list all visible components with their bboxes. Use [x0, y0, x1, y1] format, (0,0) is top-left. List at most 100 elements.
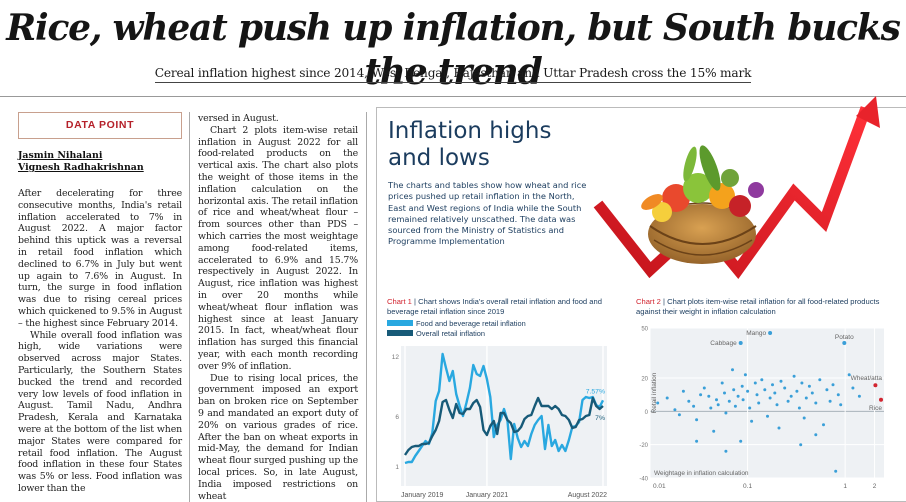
- chart-1-y-tick: 1: [395, 464, 399, 471]
- chart-2-point: [746, 389, 750, 393]
- chart-2-point: [707, 394, 711, 398]
- chart-2-point: [779, 379, 783, 383]
- chart-2-point: [732, 388, 736, 392]
- chart-2-point: [677, 413, 681, 417]
- paragraph: Due to rising local prices, the governme…: [198, 372, 358, 502]
- chart-2-point: [771, 383, 774, 387]
- chart-2-point: [724, 411, 728, 415]
- chart-2-point: [834, 469, 838, 473]
- chart-2-point: [804, 396, 808, 400]
- chart-2-point: [720, 381, 724, 385]
- chart-2-point: [716, 403, 720, 407]
- chart-2-caption-text: Chart plots item-wise retail inflation f…: [636, 297, 880, 316]
- chart-2-point: [731, 368, 734, 372]
- chart-2-labeled-point: [879, 397, 883, 402]
- paragraph: While overall food inflation was high, w…: [18, 329, 182, 494]
- article-body-col2: versed in August. Chart 2 plots item-wis…: [198, 113, 358, 502]
- legend-swatch-food: [387, 320, 413, 327]
- chart-2-point: [814, 401, 818, 405]
- chart-1-panel: Chart 1 | Chart shows India's overall re…: [387, 297, 615, 338]
- chart-2-point: [818, 378, 822, 382]
- chart-2-point: [665, 396, 669, 400]
- legend-label-overall: Overall retail inflation: [416, 328, 486, 338]
- chart-2-point: [847, 373, 851, 377]
- chart-2-point: [755, 393, 759, 397]
- chart-2-point: [783, 386, 787, 390]
- chart-2-point: [807, 384, 811, 388]
- chart-2-point: [740, 384, 744, 388]
- chart-1-x-tick: January 2021: [466, 492, 509, 499]
- chart-2-point: [757, 401, 761, 405]
- column-divider: [366, 112, 367, 502]
- chart-1-plot-area: [401, 346, 607, 486]
- chart-2-point: [724, 449, 728, 453]
- chart-2-point: [733, 404, 737, 408]
- chart-2-point: [748, 406, 752, 410]
- author-2[interactable]: Vignesh Radhakrishnan: [18, 162, 144, 173]
- chart-2-point: [753, 381, 757, 385]
- chart-2-point: [851, 386, 855, 390]
- chart-1-caption: Chart 1 | Chart shows India's overall re…: [387, 297, 602, 316]
- chart-1-line-chart: January 2019 January 2021 August 2022 1 6 12 7…: [392, 346, 607, 499]
- headline: Rice, wheat push up inflation, but South…: [6, 7, 901, 93]
- legend-swatch-overall: [387, 330, 413, 337]
- chart-2-point-label: Wheat/atta: [851, 375, 883, 382]
- chart-2-point: [775, 403, 779, 407]
- chart-2-point: [831, 383, 835, 387]
- subhead: Cereal inflation highest since 2014, Wes…: [0, 66, 906, 83]
- chart-2-ylabel: Retail inflation: [651, 372, 658, 413]
- chart-2-scatter-chart: 50 20 0 -20 -40 0.01 0.1 1 2 Retail inflation Weig…: [639, 327, 884, 490]
- article-column-2: versed in August. Chart 2 plots item-wis…: [198, 113, 358, 502]
- chart-2-point: [709, 406, 713, 410]
- chart-2-point: [702, 386, 706, 390]
- paragraph: After decelerating for three consecutive…: [18, 188, 182, 329]
- chart-1-y-tick: 6: [395, 414, 399, 421]
- arrow-head-icon: [856, 96, 880, 128]
- chart-2-y-tick: 50: [641, 327, 648, 333]
- chart-2-y-tick: 20: [641, 377, 648, 383]
- chart-2-point: [786, 399, 790, 403]
- chart-2-point: [673, 408, 677, 412]
- chart-1-series-overall-line: [404, 396, 604, 456]
- chart-2-plot-area: [650, 328, 884, 478]
- chart-2-point: [797, 406, 801, 410]
- chart-2-point: [727, 399, 731, 403]
- chart-2-label: Chart 2: [636, 297, 661, 306]
- chart-2-point: [750, 419, 754, 423]
- chart-2-xlabel: Weightage in inflation calculation: [654, 470, 749, 477]
- chart-2-point-label: Cabbage: [710, 340, 737, 347]
- chart-2-labeled-point: [768, 331, 773, 335]
- chart-2-point-label: Potato: [835, 334, 854, 341]
- chart-2-point: [799, 443, 803, 447]
- chart-2-point: [699, 393, 703, 397]
- produce-basket-arrow-illustration: [593, 96, 880, 280]
- chart-2-point: [712, 429, 716, 433]
- article-body-col1: After decelerating for three consecutive…: [18, 188, 182, 495]
- chart-1-label: Chart 1: [387, 297, 412, 306]
- chart-2-point: [822, 423, 825, 427]
- chart-2-x-tick: 0.01: [653, 483, 666, 490]
- chart-2-labeled-point: [738, 341, 743, 345]
- paragraph: versed in August.: [198, 113, 279, 124]
- chart-2-x-tick: 1: [843, 483, 847, 490]
- chart-2-point: [836, 393, 840, 397]
- author-1[interactable]: Jasmin Nihalani: [18, 150, 103, 161]
- chart-2-labeled-point: [873, 383, 878, 388]
- chart-2-point: [814, 433, 818, 437]
- chart-2-point: [773, 391, 777, 395]
- legend-label-food: Food and beverage retail inflation: [416, 318, 526, 328]
- chart-2-point: [763, 388, 767, 392]
- chart-2-point: [656, 401, 660, 405]
- chart-2-point: [825, 388, 829, 392]
- subhead-text: Cereal inflation highest since 2014, Wes…: [154, 66, 751, 83]
- legend-item: Overall retail inflation: [387, 328, 615, 338]
- infographic-title-line2: and lows: [388, 145, 490, 171]
- chart-1-x-tick: January 2019: [401, 492, 444, 499]
- chart-2-point: [795, 389, 799, 393]
- chart-2-y-tick: -20: [639, 443, 648, 449]
- chart-2-point: [681, 389, 685, 393]
- legend-item: Food and beverage retail inflation: [387, 318, 615, 328]
- chart-2-point: [695, 439, 699, 443]
- chart-2-caption: Chart 2 | Chart plots item-wise retail i…: [636, 297, 880, 316]
- chart-1-end-label-overall: 7%: [595, 415, 605, 422]
